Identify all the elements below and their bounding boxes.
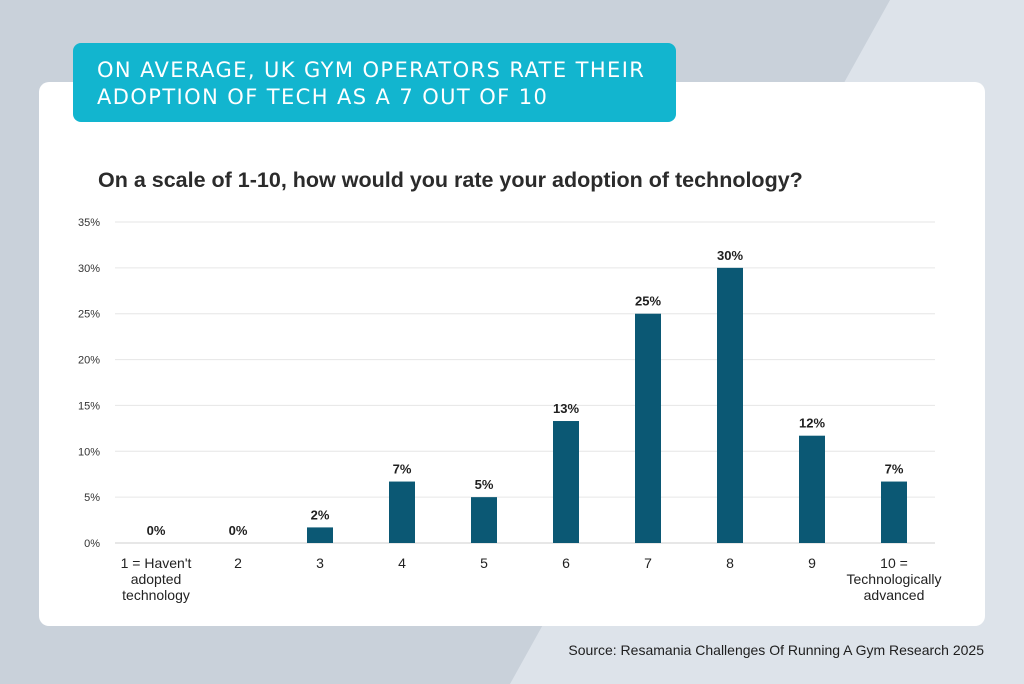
data-label: 30%	[717, 248, 743, 263]
x-tick-label: 3	[316, 555, 324, 571]
x-tick-label: 6	[562, 555, 570, 571]
chart-title: On a scale of 1-10, how would you rate y…	[98, 168, 803, 192]
bar	[717, 267, 743, 543]
y-tick-label: 0%	[84, 538, 100, 550]
data-label: 7%	[885, 462, 904, 477]
data-label: 12%	[799, 416, 825, 431]
headline-banner: ON AVERAGE, UK GYM OPERATORS RATE THEIR …	[73, 43, 676, 122]
headline-line-2: ADOPTION OF TECH AS A 7 OUT OF 10	[97, 85, 549, 109]
data-label: 0%	[229, 523, 248, 538]
x-tick-label: 5	[480, 555, 488, 571]
x-tick-label: 1 = Haven't	[121, 555, 192, 571]
bar	[471, 497, 497, 543]
bar	[799, 435, 825, 543]
x-tick-label: 2	[234, 555, 242, 571]
x-tick-label: 10 =	[880, 555, 908, 571]
bar	[307, 527, 333, 543]
data-label: 5%	[475, 477, 494, 492]
x-tick-label: 9	[808, 555, 816, 571]
x-tick-label: technology	[122, 587, 190, 603]
y-tick-label: 20%	[78, 355, 100, 367]
y-tick-label: 25%	[78, 309, 100, 321]
y-tick-label: 15%	[78, 400, 100, 412]
x-tick-label: advanced	[864, 587, 925, 603]
x-tick-label: 7	[644, 555, 652, 571]
source-note: Source: Resamania Challenges Of Running …	[568, 642, 984, 658]
bar	[881, 481, 907, 543]
x-tick-label: 8	[726, 555, 734, 571]
x-tick-label: Technologically	[847, 571, 942, 587]
bar	[553, 421, 579, 543]
y-tick-label: 5%	[84, 492, 100, 504]
y-tick-label: 30%	[78, 263, 100, 275]
data-label: 13%	[553, 401, 579, 416]
chart-card	[39, 82, 985, 626]
x-tick-label: adopted	[131, 571, 182, 587]
data-label: 25%	[635, 294, 661, 309]
y-tick-label: 35%	[78, 217, 100, 229]
y-tick-label: 10%	[78, 446, 100, 458]
x-tick-label: 4	[398, 555, 406, 571]
bar	[635, 313, 661, 543]
data-label: 7%	[393, 462, 412, 477]
data-label: 0%	[147, 523, 166, 538]
headline-line-1: ON AVERAGE, UK GYM OPERATORS RATE THEIR	[97, 58, 646, 82]
bar	[389, 481, 415, 543]
data-label: 2%	[311, 507, 330, 522]
